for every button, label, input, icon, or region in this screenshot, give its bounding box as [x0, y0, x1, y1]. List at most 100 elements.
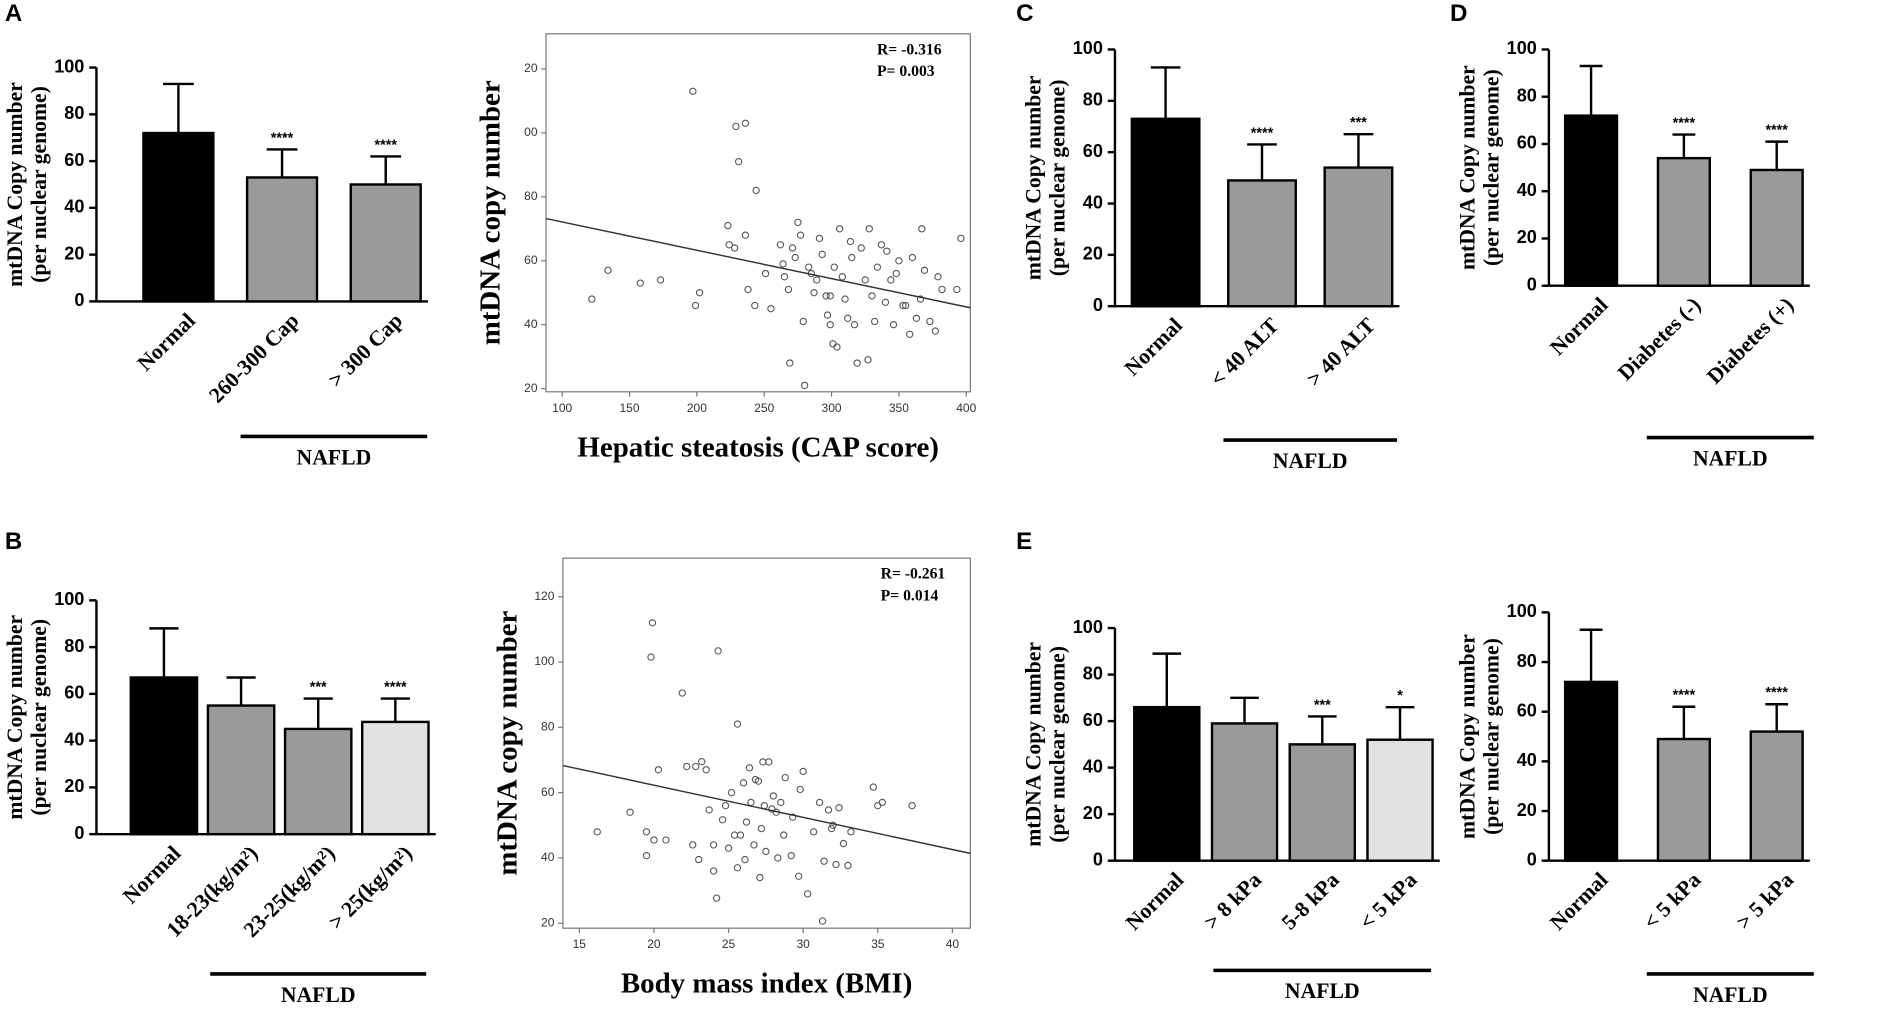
data-point [732, 122, 740, 131]
data-point [780, 273, 789, 281]
data-point [786, 359, 794, 367]
y-axis-title: mtDNA copy number [492, 611, 524, 876]
significance: *** [1314, 697, 1331, 713]
error-bar [1765, 140, 1789, 170]
x-axis-title: Body mass index (BMI) [621, 968, 913, 1000]
bar [1563, 680, 1619, 862]
group-label: NAFLD [1693, 983, 1768, 1007]
group-label: NAFLD [1285, 979, 1360, 1003]
data-point [788, 244, 797, 252]
data-point [912, 314, 921, 322]
data-point [724, 221, 732, 230]
bar [1227, 179, 1297, 308]
significance: **** [271, 130, 294, 146]
data-point [588, 295, 596, 303]
x-tick-label: < 5 kPa [1639, 868, 1706, 935]
data-point [877, 241, 886, 249]
data-point [709, 841, 718, 849]
data-point [889, 320, 898, 329]
y-tick-label: 20 [64, 243, 84, 263]
data-point [908, 253, 917, 262]
data-point [878, 798, 886, 807]
data-point [822, 292, 830, 300]
x-tick-label: > 5 kPa [1732, 868, 1799, 935]
data-point [751, 301, 759, 310]
data-point [815, 234, 824, 243]
data-point [813, 276, 821, 284]
data-point [656, 276, 665, 284]
data-point [796, 785, 804, 794]
bar [1749, 730, 1804, 862]
group-label: NAFLD [1273, 449, 1348, 473]
data-point [642, 852, 651, 860]
data-point [865, 225, 873, 233]
x-tick-label: 400 [956, 401, 976, 415]
y-tick-label: 0 [1527, 849, 1537, 869]
y-tick-label: 60 [1083, 710, 1103, 730]
x-tick-label: 250 [754, 401, 774, 415]
data-point [774, 854, 782, 862]
data-point [803, 890, 812, 898]
data-point [739, 779, 748, 787]
annotation: R= -0.316 [877, 41, 942, 58]
data-point [838, 273, 847, 281]
y-tick-label: 20 [1517, 800, 1537, 820]
bar [1210, 722, 1279, 862]
y-tick-label: 40 [1083, 192, 1103, 212]
y-axis-title: (per nuclear genome) [27, 86, 51, 283]
error-bar [226, 676, 256, 706]
x-tick-label: Diabetes (-) [1613, 293, 1705, 385]
error-bar [163, 82, 194, 134]
y-tick-label: 80 [64, 103, 84, 123]
x-tick-label: < 40 ALT [1206, 313, 1284, 391]
y-axis-title: (per nuclear genome) [27, 619, 51, 816]
data-point [824, 806, 833, 814]
y-tick-label: 100 [54, 589, 84, 609]
data-point [820, 857, 828, 865]
y-tick-label: 20 [64, 776, 84, 796]
data-point [647, 653, 655, 661]
data-point [883, 247, 891, 255]
data-point [901, 301, 910, 310]
data-point [926, 317, 934, 326]
y-tick-label: 40 [1517, 750, 1537, 770]
error-bar [1343, 132, 1374, 168]
error-bar [266, 148, 298, 178]
x-tick-label: 20 [647, 937, 661, 951]
y-tick-label: 20 [524, 61, 538, 75]
data-point [848, 253, 856, 262]
x-axis-title: Hepatic steatosis (CAP score) [577, 431, 939, 463]
data-point [741, 231, 750, 239]
data-point [695, 855, 703, 864]
data-point [780, 831, 788, 839]
significance: **** [384, 680, 407, 696]
data-point [829, 821, 837, 829]
error-bar [1230, 696, 1259, 724]
data-point [881, 298, 890, 306]
data-point [761, 269, 770, 278]
y-tick-label: 40 [64, 197, 84, 217]
data-point [593, 828, 601, 836]
bar [1323, 166, 1394, 308]
y-axis-title: mtDNA Copy number [3, 82, 27, 287]
panel-label: A [5, 0, 22, 27]
data-point [794, 218, 802, 227]
data-point [830, 263, 838, 271]
x-tick-label: > 8 kPa [1199, 868, 1266, 935]
data-point [741, 855, 749, 864]
data-point [844, 314, 852, 322]
error-bar [1672, 133, 1696, 159]
x-tick-label: 40 [946, 937, 960, 951]
data-point [742, 818, 751, 826]
data-point [916, 295, 925, 303]
data-point [698, 757, 706, 766]
panel-label: B [5, 528, 22, 555]
data-point [721, 802, 730, 810]
plot-frame [545, 33, 971, 393]
bar [1749, 168, 1804, 287]
y-tick-label: 0 [1093, 849, 1103, 869]
data-point [799, 767, 807, 776]
y-axis-title: (per nuclear genome) [1479, 69, 1503, 266]
data-point [752, 186, 760, 195]
